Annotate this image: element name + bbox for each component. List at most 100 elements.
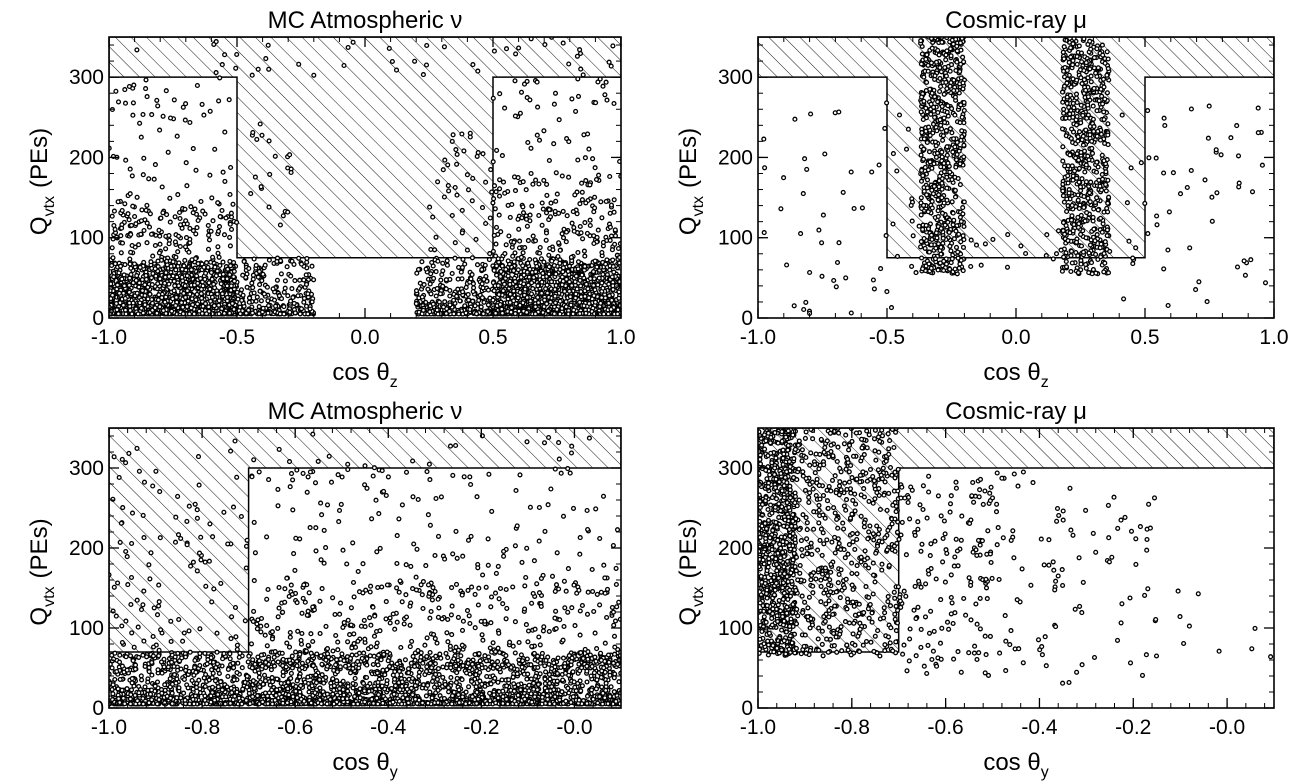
data-point [502, 190, 508, 196]
data-point [497, 301, 503, 308]
data-point [591, 282, 597, 288]
data-point [250, 272, 256, 278]
data-point [206, 237, 213, 243]
data-point [146, 224, 153, 230]
data-point [511, 239, 517, 245]
data-point [920, 173, 926, 179]
data-point [309, 263, 315, 269]
data-point [515, 295, 521, 301]
data-point [592, 299, 598, 305]
data-point [532, 304, 539, 310]
data-point [944, 109, 950, 115]
data-point [926, 124, 932, 130]
data-point [933, 59, 940, 65]
data-point [554, 191, 560, 197]
data-point [180, 104, 186, 110]
data-point [1073, 91, 1080, 97]
data-point [563, 304, 569, 310]
data-point [187, 225, 193, 231]
data-point [266, 138, 272, 144]
data-point [288, 169, 294, 176]
data-point [1061, 106, 1067, 112]
data-point [491, 232, 497, 238]
data-point [119, 276, 125, 282]
data-point [180, 311, 186, 317]
data-point [557, 247, 563, 253]
data-point [227, 221, 233, 227]
data-point [208, 298, 214, 304]
data-point [557, 298, 563, 304]
data-point [220, 271, 226, 277]
data-point [539, 200, 545, 206]
data-point [109, 245, 115, 251]
data-point [246, 299, 252, 305]
data-point [919, 94, 925, 100]
data-point [265, 42, 271, 48]
data-point [493, 224, 500, 230]
data-point [596, 172, 602, 178]
data-point [952, 187, 958, 193]
data-point [249, 310, 256, 316]
data-point [1102, 60, 1108, 66]
data-point [227, 191, 233, 198]
data-point [249, 280, 255, 286]
data-point [454, 161, 460, 167]
data-point [932, 114, 938, 120]
data-point [217, 75, 223, 81]
data-point [569, 96, 575, 102]
data-point [566, 288, 572, 294]
data-point [173, 267, 179, 273]
data-point [552, 293, 558, 299]
data-point [292, 310, 298, 316]
data-point [258, 298, 264, 304]
data-point [571, 307, 577, 313]
data-point [575, 249, 581, 256]
data-point [183, 101, 189, 107]
data-point [590, 156, 596, 162]
data-point [922, 245, 928, 251]
data-point [237, 311, 243, 317]
data-point [292, 278, 298, 284]
data-point [118, 233, 124, 239]
data-point [194, 82, 200, 89]
data-point [479, 281, 485, 287]
data-point [482, 262, 488, 268]
data-point [937, 88, 943, 95]
data-point [532, 257, 538, 263]
data-point [433, 234, 439, 240]
data-point [954, 43, 960, 49]
data-point [943, 52, 949, 58]
data-point [539, 290, 545, 296]
data-point [219, 291, 225, 297]
data-point [456, 264, 462, 270]
data-point [943, 128, 949, 134]
data-point [937, 117, 943, 123]
data-point [499, 306, 505, 312]
data-point [307, 306, 313, 312]
data-point [172, 283, 178, 289]
data-point [568, 254, 574, 260]
data-point [202, 301, 209, 307]
data-point [203, 260, 210, 266]
data-point [172, 214, 178, 220]
data-point [111, 274, 117, 280]
data-point [491, 267, 497, 274]
data-point [931, 108, 937, 114]
data-point [188, 305, 194, 311]
data-point [570, 209, 576, 215]
data-point [462, 303, 468, 309]
data-point [587, 182, 593, 188]
data-point [530, 181, 536, 187]
data-point [154, 310, 160, 316]
data-point [607, 173, 613, 180]
data-point [167, 219, 173, 225]
data-point [928, 265, 934, 271]
data-point [122, 100, 129, 106]
data-point [194, 273, 200, 279]
data-point [579, 272, 585, 278]
data-point [284, 264, 290, 270]
data-point [215, 200, 221, 206]
data-point [449, 138, 455, 144]
data-point [548, 279, 555, 285]
